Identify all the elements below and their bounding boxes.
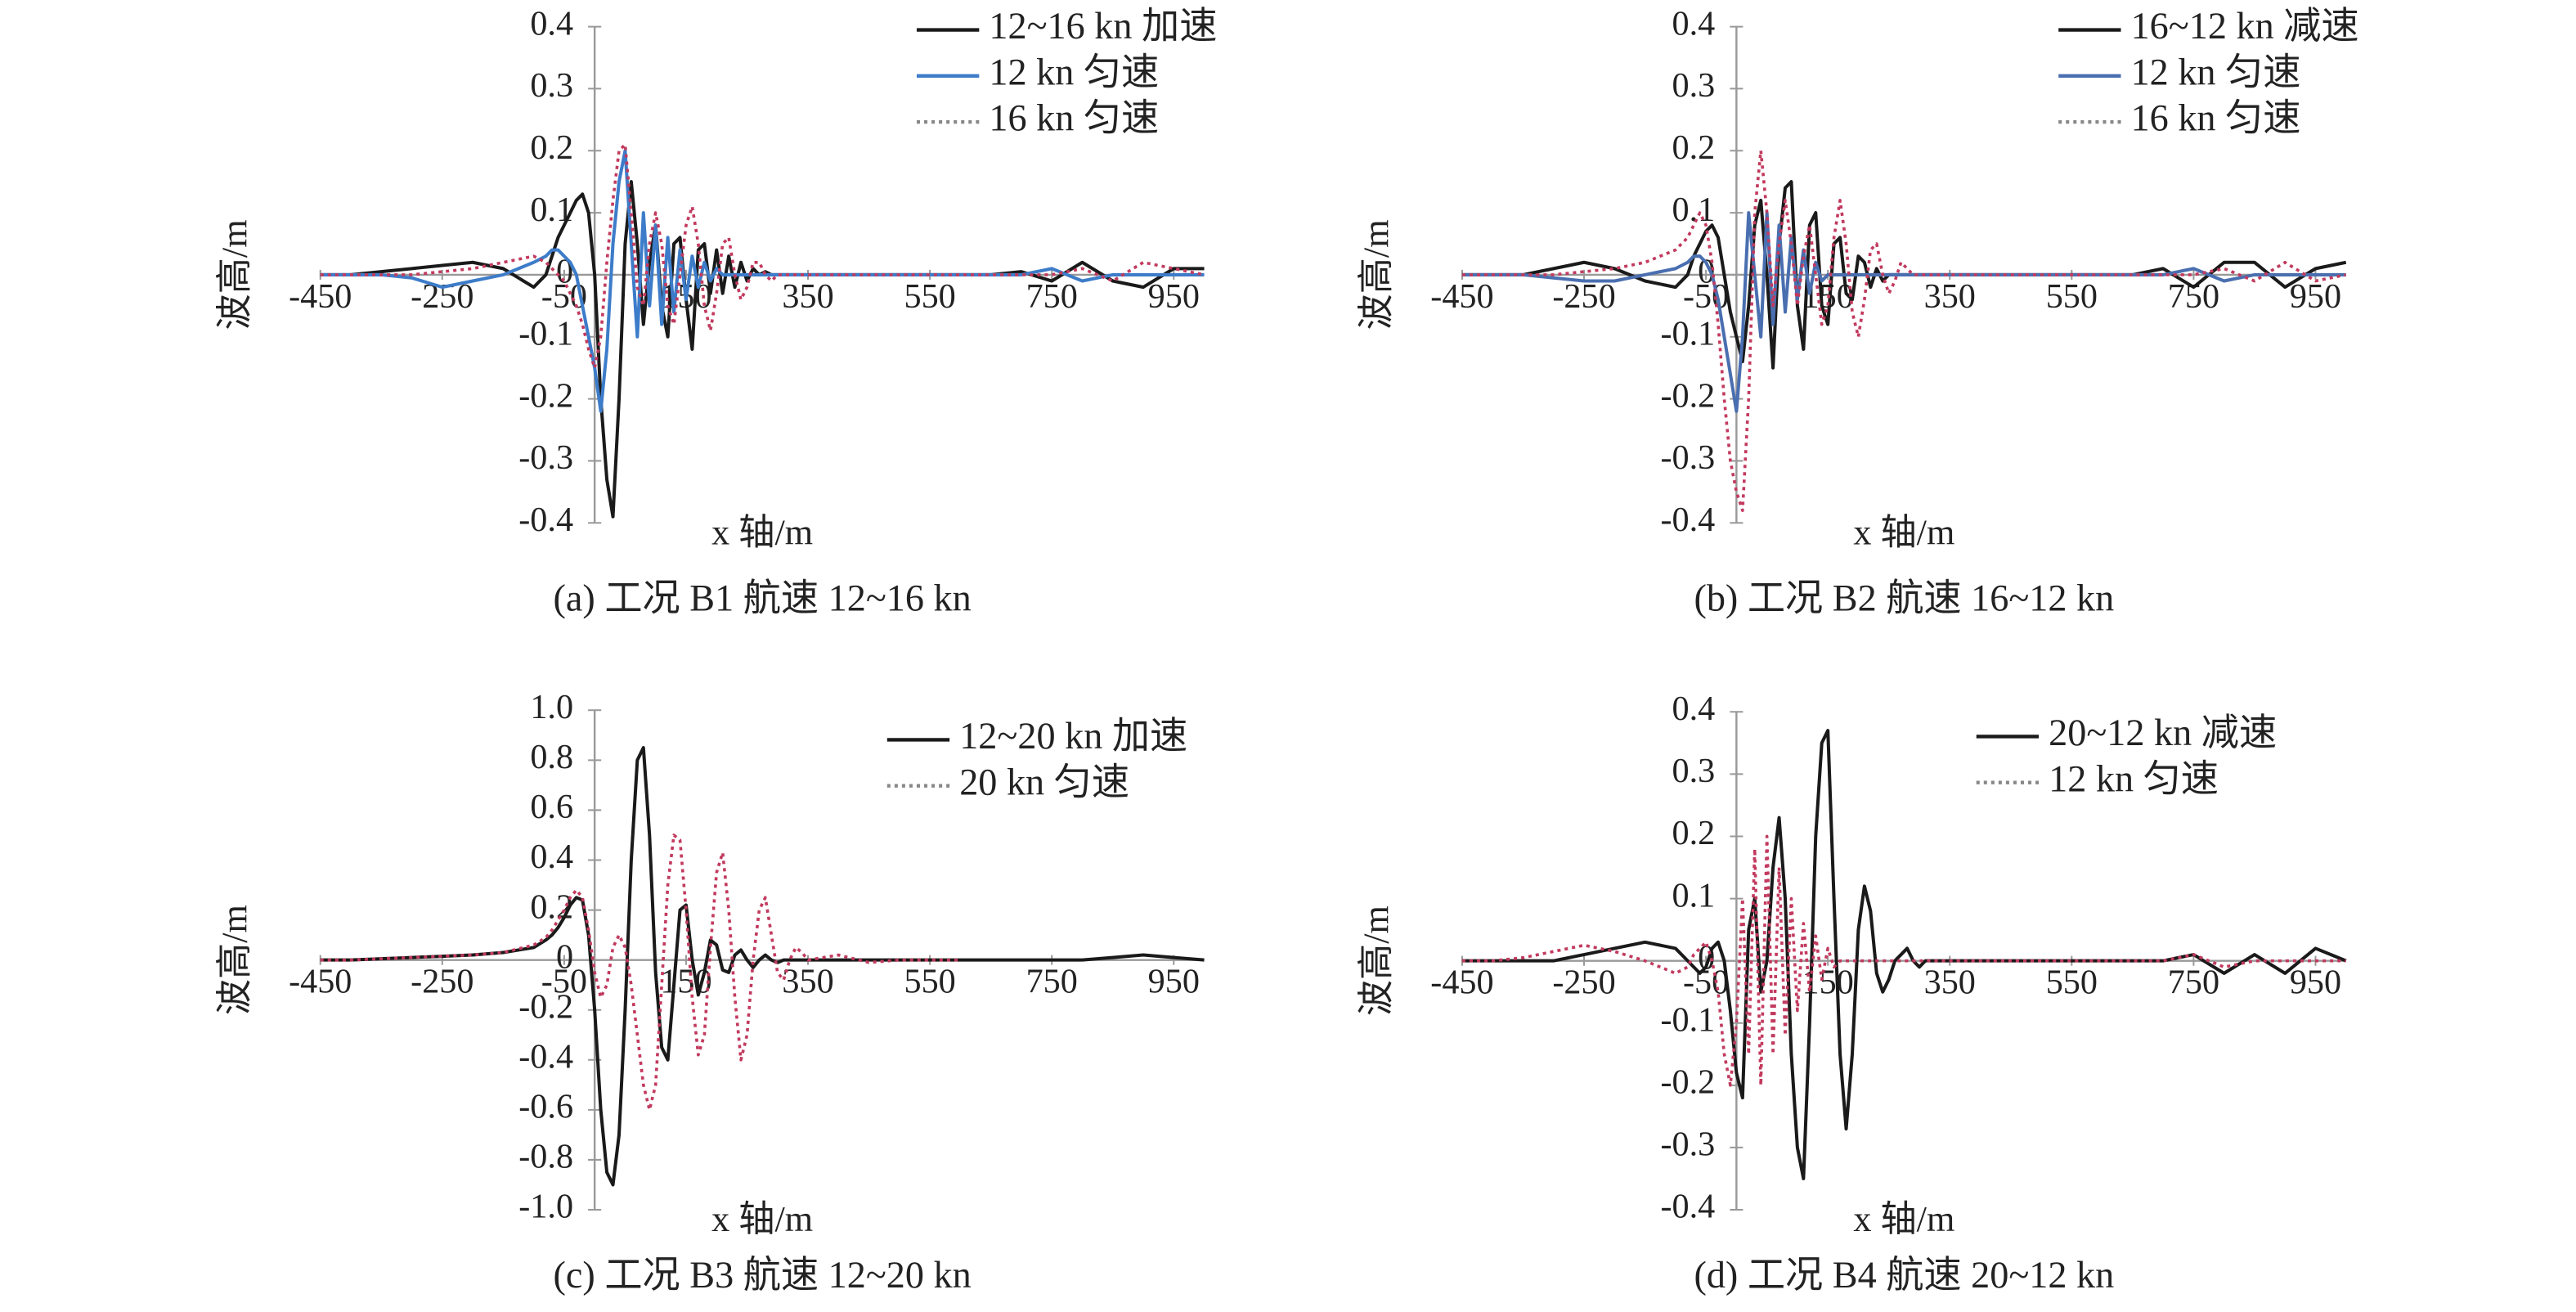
x-tick-label: -450 xyxy=(1430,277,1493,316)
legend-label: 12 kn 匀速 xyxy=(2049,757,2219,799)
x-axis-label: x 轴/m xyxy=(1853,512,1954,552)
x-tick-label: 750 xyxy=(2168,277,2219,316)
y-tick-label: -0.1 xyxy=(518,314,573,353)
legend-label: 12~16 kn 加速 xyxy=(989,5,1217,47)
x-tick-label: -450 xyxy=(289,962,352,1000)
panel: 0.40.30.20.10-0.1-0.2-0.3-0.4-450-250-50… xyxy=(1357,690,2347,1296)
x-axis-label: x 轴/m xyxy=(1853,1199,1954,1239)
chart-title: (a) 工况 B1 航速 12~16 kn xyxy=(554,577,972,618)
y-tick-label: -0.6 xyxy=(518,1088,573,1126)
y-axis-label: 波高/m xyxy=(214,219,254,330)
y-tick-label: 0.8 xyxy=(530,738,573,776)
x-tick-label: 350 xyxy=(1924,277,1976,316)
legend-label: 20 kn 匀速 xyxy=(959,761,1129,802)
y-axis-label: 波高/m xyxy=(214,905,254,1015)
panel: 0.40.30.20.10-0.1-0.2-0.3-0.4-450-250-50… xyxy=(1357,4,2359,618)
x-tick-label: 350 xyxy=(782,277,833,316)
x-tick-label: 750 xyxy=(1026,962,1078,1000)
series-line xyxy=(320,142,1205,370)
legend-label: 12 kn 匀速 xyxy=(2131,51,2301,92)
y-tick-label: -0.2 xyxy=(518,987,573,1026)
series-line xyxy=(1461,729,2347,1180)
y-tick-label: 0.2 xyxy=(1672,128,1716,167)
legend-label: 16 kn 匀速 xyxy=(2131,97,2301,139)
series-line xyxy=(1461,834,2346,1087)
y-tick-label: -0.4 xyxy=(518,501,573,539)
x-tick-label: 550 xyxy=(904,962,955,1000)
y-tick-label: 0.3 xyxy=(1672,752,1716,790)
x-tick-label: 750 xyxy=(2168,963,2219,1001)
x-tick-label: -50 xyxy=(541,962,587,1000)
y-tick-label: -0.8 xyxy=(518,1138,573,1176)
x-axis-label: x 轴/m xyxy=(711,1199,813,1239)
y-tick-label: -1.0 xyxy=(518,1188,573,1226)
y-tick-label: 0.2 xyxy=(530,128,573,167)
x-tick-label: 950 xyxy=(2290,277,2341,316)
y-tick-label: -0.1 xyxy=(1660,1000,1715,1039)
y-tick-label: 0.3 xyxy=(530,66,573,105)
x-tick-label: 350 xyxy=(782,962,833,1000)
y-tick-label: -0.3 xyxy=(1660,1126,1715,1164)
x-tick-label: 950 xyxy=(1148,277,1200,316)
y-tick-label: 0.1 xyxy=(1672,876,1716,914)
panel: 0.40.30.20.10-0.1-0.2-0.3-0.4-450-250-50… xyxy=(214,4,1217,618)
panel: 1.00.80.60.40.20-0.2-0.4-0.6-0.8-1.0-450… xyxy=(214,688,1205,1296)
x-tick-label: -250 xyxy=(1552,277,1615,316)
x-tick-label: 750 xyxy=(1026,277,1078,316)
x-tick-label: -50 xyxy=(1683,963,1729,1001)
series-line xyxy=(320,149,1205,413)
y-tick-label: 0.4 xyxy=(530,838,573,876)
x-tick-label: 950 xyxy=(2290,963,2341,1001)
x-tick-label: 550 xyxy=(904,277,955,316)
series-line xyxy=(320,180,1205,519)
x-tick-label: 550 xyxy=(2046,277,2098,316)
x-tick-label: -50 xyxy=(1683,277,1729,316)
y-tick-label: 0.2 xyxy=(1672,814,1716,852)
y-tick-label: -0.3 xyxy=(1660,438,1715,477)
y-tick-label: -0.2 xyxy=(1660,1063,1715,1102)
y-tick-label: 0.1 xyxy=(1672,191,1716,229)
x-axis-label: x 轴/m xyxy=(711,512,813,552)
x-tick-label: 550 xyxy=(2046,963,2098,1001)
y-tick-label: 0.6 xyxy=(530,788,573,826)
chart-title: (c) 工况 B3 航速 12~20 kn xyxy=(554,1254,972,1296)
x-tick-label: -250 xyxy=(1552,963,1615,1001)
legend-label: 16~12 kn 减速 xyxy=(2131,5,2359,47)
legend-label: 12 kn 匀速 xyxy=(989,51,1159,92)
y-tick-label: 1.0 xyxy=(530,688,573,726)
y-tick-label: 0.2 xyxy=(530,887,573,926)
y-tick-label: 0.4 xyxy=(530,4,573,43)
y-tick-label: -0.3 xyxy=(518,438,573,477)
y-tick-label: -0.2 xyxy=(1660,376,1715,415)
y-tick-label: -0.1 xyxy=(1660,314,1715,353)
legend-label: 12~20 kn 加速 xyxy=(959,715,1187,757)
x-tick-label: -450 xyxy=(1430,963,1493,1001)
y-tick-label: 0.4 xyxy=(1672,690,1716,728)
x-tick-label: -250 xyxy=(411,962,473,1000)
chart-title: (d) 工况 B4 航速 20~12 kn xyxy=(1694,1254,2114,1296)
y-tick-label: 0.4 xyxy=(1672,4,1716,43)
y-tick-label: -0.2 xyxy=(518,376,573,415)
x-tick-label: -450 xyxy=(289,277,352,316)
y-axis-label: 波高/m xyxy=(1357,219,1397,330)
legend-label: 20~12 kn 减速 xyxy=(2049,712,2277,753)
y-axis-label: 波高/m xyxy=(1357,905,1397,1016)
y-tick-label: 0.3 xyxy=(1672,66,1716,105)
y-tick-label: -0.4 xyxy=(518,1037,573,1076)
x-tick-label: 350 xyxy=(1924,963,1976,1001)
y-tick-label: -0.4 xyxy=(1660,1188,1715,1226)
series-line xyxy=(320,833,961,1112)
x-tick-label: 950 xyxy=(1148,962,1200,1000)
series-line xyxy=(1461,149,2347,512)
chart-title: (b) 工况 B2 航速 16~12 kn xyxy=(1694,577,2114,618)
y-tick-label: -0.4 xyxy=(1660,501,1715,539)
legend-label: 16 kn 匀速 xyxy=(989,97,1159,139)
series-line xyxy=(320,746,1205,1187)
